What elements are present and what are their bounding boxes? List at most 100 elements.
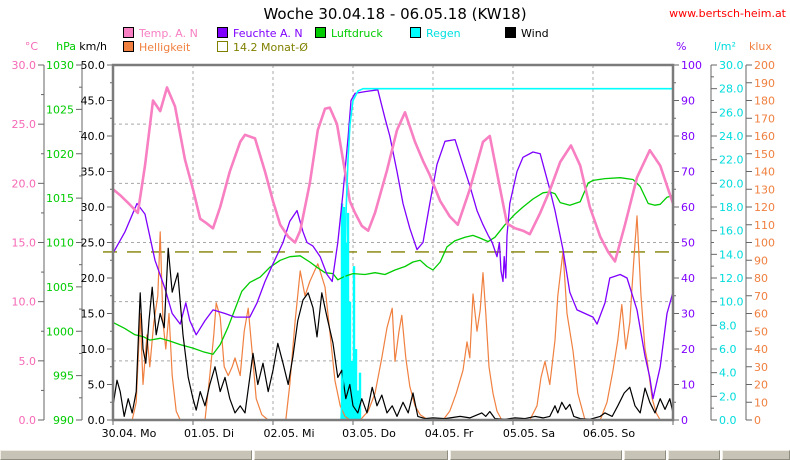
axis-hpa: 990 995 1000 1005 1010 1015 1020 1025 1030 hPa bbox=[46, 40, 83, 427]
svg-text:40.0: 40.0 bbox=[81, 130, 106, 143]
svg-text:170: 170 bbox=[754, 112, 775, 125]
svg-text:klux: klux bbox=[749, 40, 772, 53]
legend-label-wind: Wind bbox=[521, 27, 549, 40]
svg-text:40: 40 bbox=[754, 343, 768, 356]
svg-text:15.0: 15.0 bbox=[12, 237, 37, 250]
svg-text:50: 50 bbox=[754, 325, 768, 338]
svg-text:30: 30 bbox=[681, 308, 695, 321]
svg-text:2.0: 2.0 bbox=[719, 390, 737, 403]
svg-text:1015: 1015 bbox=[46, 192, 74, 205]
svg-text:26.0: 26.0 bbox=[719, 106, 744, 119]
svg-text:5.0: 5.0 bbox=[88, 379, 106, 392]
legend-label-monat: 14.2 Monat-Ø bbox=[233, 41, 308, 54]
svg-text:km/h: km/h bbox=[79, 40, 107, 53]
svg-text:995: 995 bbox=[53, 370, 74, 383]
taskbar bbox=[0, 448, 790, 460]
svg-text:60: 60 bbox=[681, 201, 695, 214]
legend-swatch-regen bbox=[410, 27, 421, 38]
svg-text:20: 20 bbox=[681, 343, 695, 356]
svg-text:160: 160 bbox=[754, 130, 775, 143]
legend-swatch-temp bbox=[123, 27, 134, 38]
svg-text:10: 10 bbox=[681, 379, 695, 392]
svg-text:25.0: 25.0 bbox=[12, 118, 37, 131]
legend-swatch-helligkeit bbox=[123, 41, 134, 52]
svg-text:30.04. Mo: 30.04. Mo bbox=[102, 427, 157, 440]
series-feuchte bbox=[112, 89, 674, 400]
svg-text:30.0: 30.0 bbox=[81, 201, 106, 214]
svg-text:20: 20 bbox=[754, 379, 768, 392]
legend-label-temp: Temp. A. N bbox=[139, 27, 198, 40]
svg-text:20.0: 20.0 bbox=[81, 272, 106, 285]
svg-text:1025: 1025 bbox=[46, 103, 74, 116]
svg-text:5.0: 5.0 bbox=[19, 355, 37, 368]
svg-text:150: 150 bbox=[754, 148, 775, 161]
svg-text:130: 130 bbox=[754, 183, 775, 196]
plot-border bbox=[111, 63, 675, 422]
svg-text:28.0: 28.0 bbox=[719, 83, 744, 96]
svg-text:190: 190 bbox=[754, 77, 775, 90]
weather-chart: 0.05.010.015.020.025.030.0°C990995100010… bbox=[12, 40, 776, 440]
gridlines bbox=[113, 65, 673, 420]
legend-label-feuchte: Feuchte A. N bbox=[233, 27, 303, 40]
svg-text:0.0: 0.0 bbox=[719, 414, 737, 427]
svg-text:10.0: 10.0 bbox=[719, 296, 744, 309]
axis-klux: 0 10 20 30 40 50 60 70 80 90 100 110 120 130 140 150 160… bbox=[745, 40, 775, 427]
svg-text:20.0: 20.0 bbox=[12, 177, 37, 190]
legend-label-helligkeit: Helligkeit bbox=[139, 41, 191, 54]
chart-title: Woche 30.04.18 - 06.05.18 (KW18) bbox=[263, 5, 527, 23]
svg-text:60: 60 bbox=[754, 308, 768, 321]
svg-text:0.0: 0.0 bbox=[19, 414, 37, 427]
legend-swatch-luftdruck bbox=[315, 27, 326, 38]
svg-text:14.0: 14.0 bbox=[719, 248, 744, 261]
svg-text:70: 70 bbox=[681, 166, 695, 179]
legend-item-luftdruck: Luftdruck bbox=[315, 27, 383, 40]
svg-text:16.0: 16.0 bbox=[719, 225, 744, 238]
taskbar-button[interactable] bbox=[722, 450, 790, 460]
svg-text:0.0: 0.0 bbox=[88, 414, 106, 427]
series-temp bbox=[111, 86, 675, 263]
svg-text:1010: 1010 bbox=[46, 237, 74, 250]
svg-text:45.0: 45.0 bbox=[81, 95, 106, 108]
series-helligkeit bbox=[112, 215, 674, 421]
svg-text:25.0: 25.0 bbox=[81, 237, 106, 250]
taskbar-button[interactable] bbox=[668, 450, 720, 460]
svg-text:1000: 1000 bbox=[46, 325, 74, 338]
svg-text:90: 90 bbox=[681, 95, 695, 108]
svg-text:0: 0 bbox=[754, 414, 761, 427]
svg-text:02.05. Mi: 02.05. Mi bbox=[263, 427, 314, 440]
taskbar-button[interactable] bbox=[0, 450, 252, 460]
taskbar-button[interactable] bbox=[624, 450, 666, 460]
svg-text:05.05. Sa: 05.05. Sa bbox=[503, 427, 555, 440]
svg-text:80: 80 bbox=[754, 272, 768, 285]
svg-text:10.0: 10.0 bbox=[12, 296, 37, 309]
axis-percent: 0 10 20 30 40 50 60 70 80 90 100% bbox=[672, 40, 702, 427]
legend-label-luftdruck: Luftdruck bbox=[331, 27, 383, 40]
svg-text:20.0: 20.0 bbox=[719, 177, 744, 190]
svg-text:40: 40 bbox=[681, 272, 695, 285]
svg-text:50.0: 50.0 bbox=[81, 59, 106, 72]
chart-legend: Temp. A. N Feuchte A. N Luftdruck Regen Wind… bbox=[0, 0, 790, 60]
svg-text:10: 10 bbox=[754, 396, 768, 409]
series-regen bbox=[112, 87, 674, 421]
axis-celsius: 0.0 5.0 10.0 15.0 20.0 25.0 30.0 °C bbox=[12, 40, 45, 427]
svg-text:1030: 1030 bbox=[46, 59, 74, 72]
svg-text:180: 180 bbox=[754, 95, 775, 108]
svg-text:06.05. So: 06.05. So bbox=[583, 427, 635, 440]
website-link[interactable]: www.bertsch-heim.at bbox=[669, 7, 786, 20]
legend-item-monat: 14.2 Monat-Ø bbox=[217, 41, 308, 54]
axis-kmh: 0.0 5.0 10.0 15.0 20.0 25.0 30.0 35.0 40.0 45.0 50… bbox=[79, 40, 114, 427]
series-luftdruck bbox=[112, 177, 674, 355]
svg-text:8.0: 8.0 bbox=[719, 319, 737, 332]
series-wind bbox=[112, 247, 674, 420]
svg-text:120: 120 bbox=[754, 201, 775, 214]
svg-text:15.0: 15.0 bbox=[81, 308, 106, 321]
svg-text:140: 140 bbox=[754, 166, 775, 179]
svg-text:04.05. Fr: 04.05. Fr bbox=[425, 427, 474, 440]
svg-text:35.0: 35.0 bbox=[81, 166, 106, 179]
x-axis: 30.04. Mo 01.05. Di 02.05. Mi 03.05. Do 04.0… bbox=[102, 420, 674, 440]
taskbar-button[interactable] bbox=[254, 450, 448, 460]
taskbar-button[interactable] bbox=[450, 450, 622, 460]
legend-swatch-monat bbox=[217, 41, 228, 52]
legend-item-helligkeit: Helligkeit bbox=[123, 41, 190, 54]
